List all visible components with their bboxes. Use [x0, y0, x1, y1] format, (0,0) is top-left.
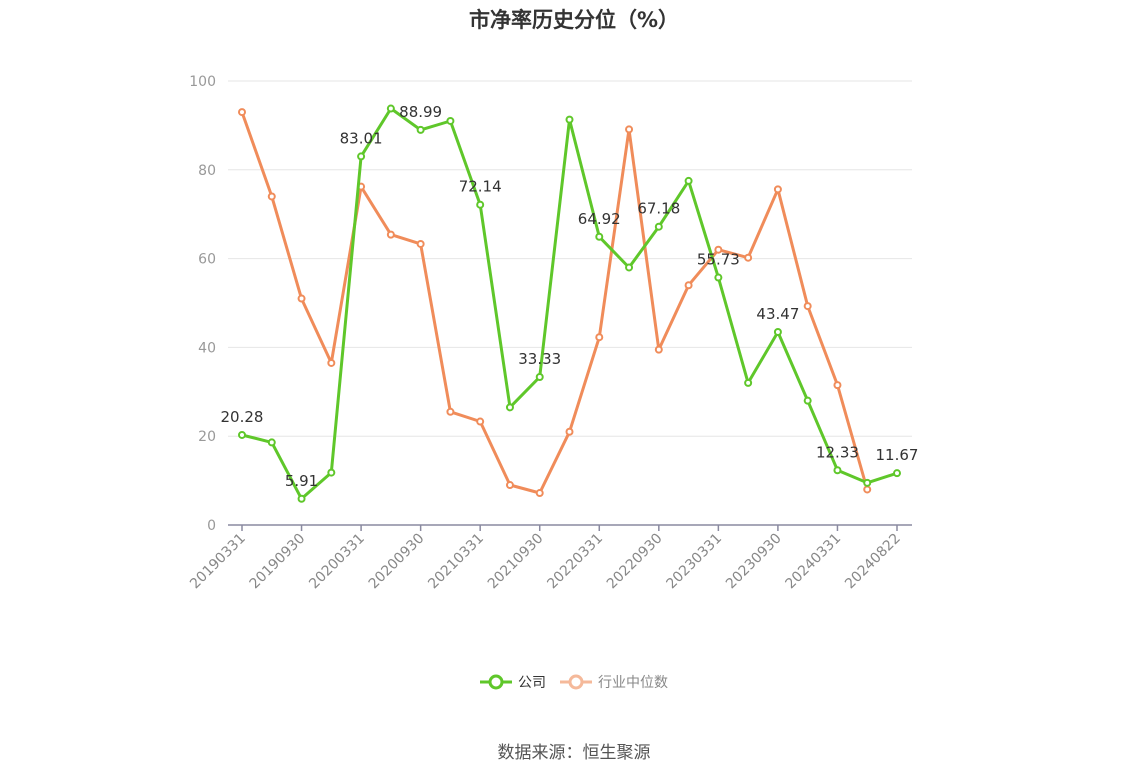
- data-label-14: 67.18: [637, 200, 680, 218]
- series-0-point-5: [386, 104, 395, 113]
- data-label-6: 88.99: [399, 103, 442, 121]
- series-0-point-12: [595, 232, 604, 241]
- series-0-point-15: [684, 176, 693, 185]
- series-0-point-3: [327, 468, 336, 477]
- series-1-point-10: [535, 489, 544, 498]
- x-tick-label-22: 20240822: [842, 531, 904, 593]
- series-0-point-1: [267, 438, 276, 447]
- x-tick-label-12: 20220331: [544, 531, 606, 593]
- data-source: 数据来源：恒生聚源: [497, 743, 651, 763]
- series-layer: [238, 104, 901, 503]
- data-label-12: 64.92: [578, 210, 621, 228]
- series-1-point-2: [297, 294, 306, 303]
- series-1-point-9: [505, 481, 514, 490]
- legend-label-industry: 行业中位数: [598, 675, 668, 691]
- line-chart: 0 20 40 60 80 100 2019033120190930202003312020…: [187, 74, 919, 592]
- data-label-18: 43.47: [756, 305, 799, 323]
- series-0-point-18: [773, 327, 782, 336]
- series-1-point-1: [267, 192, 276, 201]
- series-0-point-7: [446, 116, 455, 125]
- series-1-point-12: [595, 333, 604, 342]
- series-0-point-8: [476, 200, 485, 209]
- series-1-point-20: [833, 381, 842, 390]
- series-0-point-19: [803, 396, 812, 405]
- series-0-point-20: [833, 466, 842, 475]
- x-tick-label-18: 20230930: [723, 531, 785, 593]
- label-layer: 20.28 5.91 83.01 88.99 72.14 33.33 64.92 67.18 5…: [221, 103, 919, 490]
- data-label-2: 5.91: [285, 472, 318, 490]
- series-0-point-11: [565, 115, 574, 124]
- series-0-point-6: [416, 125, 425, 134]
- legend-industry-marker: [560, 674, 592, 690]
- data-label-22: 11.67: [876, 446, 919, 464]
- grid-layer: [228, 80, 912, 437]
- x-tick-label-6: 20200930: [366, 531, 428, 593]
- series-1-point-5: [386, 230, 395, 239]
- x-tick-label-4: 20200331: [306, 531, 368, 593]
- series-0-point-2: [297, 494, 306, 503]
- x-tick-label-8: 20210331: [425, 531, 487, 593]
- data-label-10: 33.33: [518, 350, 561, 368]
- y-tick-label-0: 0: [207, 518, 216, 534]
- series-1-point-16: [714, 245, 723, 254]
- y-tick-label-60: 60: [198, 252, 216, 268]
- data-label-20: 12.33: [816, 443, 859, 461]
- x-tick-label-2: 20190930: [247, 531, 309, 593]
- x-tick-label-16: 20230331: [663, 531, 725, 593]
- data-label-4: 83.01: [340, 129, 383, 147]
- y-tick-label-40: 40: [198, 340, 216, 356]
- x-tick-label-0: 20190331: [187, 531, 249, 593]
- series-line-1: [240, 111, 869, 495]
- legend-label-company: 公司: [518, 675, 546, 691]
- series-0-point-13: [625, 263, 634, 272]
- legend-item-industry[interactable]: 行业中位数: [560, 672, 668, 692]
- series-1-point-8: [476, 417, 485, 426]
- series-0-point-21: [863, 478, 872, 487]
- y-tick-label-80: 80: [198, 163, 216, 179]
- y-tick-label-20: 20: [198, 429, 216, 445]
- series-1-point-6: [416, 239, 425, 248]
- series-1-point-17: [744, 253, 753, 262]
- series-1-point-14: [654, 345, 663, 354]
- x-tick-label-14: 20220930: [604, 531, 666, 593]
- series-0-point-17: [744, 378, 753, 387]
- data-label-8: 72.14: [459, 178, 502, 196]
- series-1-point-15: [684, 281, 693, 290]
- series-1-point-19: [803, 302, 812, 311]
- axis-layer: 0 20 40 60 80 100 2019033120190930202003312020…: [187, 74, 912, 592]
- series-0-point-4: [357, 152, 366, 161]
- series-0-point-16: [714, 273, 723, 282]
- legend: 公司 行业中位数: [0, 672, 1148, 692]
- y-tick-label-100: 100: [189, 74, 216, 90]
- series-0-point-22: [893, 469, 901, 478]
- x-tick-label-10: 20210930: [485, 531, 547, 593]
- legend-company-marker: [480, 674, 512, 690]
- series-1-point-3: [327, 358, 336, 367]
- x-tick-label-20: 20240331: [783, 531, 845, 593]
- data-label-16: 55.73: [697, 251, 740, 269]
- chart-title: 市净率历史分位（%）: [468, 8, 680, 32]
- series-0-point-10: [535, 373, 544, 382]
- series-0-point-14: [654, 222, 663, 231]
- series-0-point-0: [238, 430, 246, 439]
- legend-item-company[interactable]: 公司: [480, 672, 546, 692]
- data-label-0: 20.28: [221, 408, 264, 426]
- series-1-point-0: [238, 108, 246, 117]
- series-1-point-11: [565, 427, 574, 436]
- series-1-point-18: [773, 185, 782, 194]
- series-1-point-7: [446, 407, 455, 416]
- series-1-point-21: [863, 485, 872, 494]
- series-0-point-9: [505, 403, 514, 412]
- series-1-point-13: [625, 125, 634, 134]
